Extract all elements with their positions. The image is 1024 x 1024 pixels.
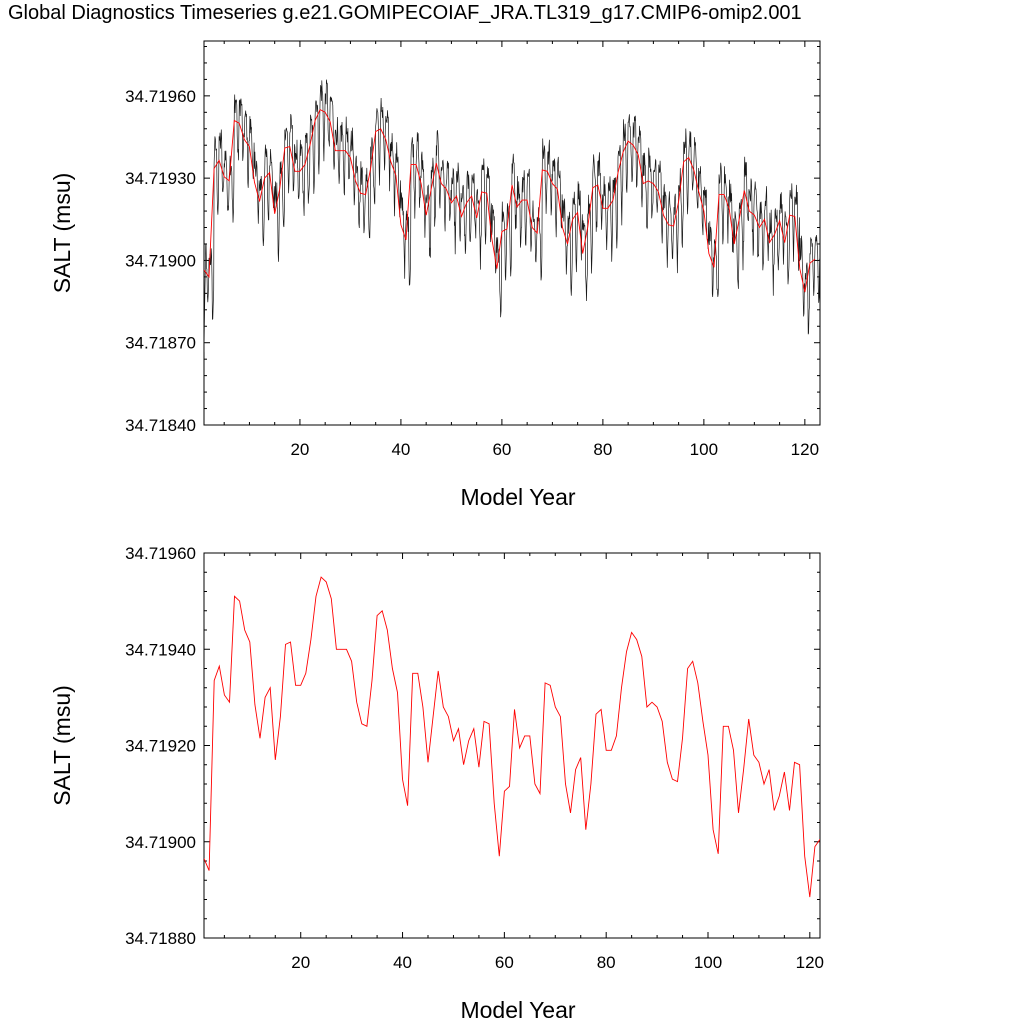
panel2-x-tick-label: 100 — [694, 953, 722, 972]
panel1-y-tick-label: 34.71840 — [125, 416, 196, 435]
panel1-x-axis-label: Model Year — [460, 484, 575, 510]
panel1-y-tick-label: 34.71930 — [125, 169, 196, 188]
panel2-y-tick-label: 34.71920 — [125, 737, 196, 756]
panel2-y-tick-label: 34.71900 — [125, 833, 196, 852]
panel1-annual-series-line — [204, 108, 816, 293]
panel1-x-tick-label: 80 — [593, 440, 612, 459]
monthly-series-line — [204, 79, 820, 353]
panel1-x-tick-label: 100 — [690, 440, 718, 459]
panel1-y-tick-label: 34.71900 — [125, 251, 196, 270]
panel1-plot-frame — [203, 40, 821, 426]
panel2-x-tick-label: 40 — [393, 953, 412, 972]
panel2-x-axis-label: Model Year — [460, 997, 575, 1023]
panel1-x-tick-label: 20 — [290, 440, 309, 459]
chart-title: Global Diagnostics Timeseries g.e21.GOMI… — [8, 2, 802, 24]
panel2-annual-series-line — [204, 576, 820, 898]
panel2-y-axis-label: SALT (msu) — [49, 685, 75, 806]
panel1-x-tick-label: 40 — [391, 440, 410, 459]
panel1-y-tick-label: 34.71870 — [125, 334, 196, 353]
panel2-y-tick-label: 34.71960 — [125, 544, 196, 563]
panel2-y-tick-label: 34.71880 — [125, 929, 196, 948]
panel2-x-tick-label: 60 — [495, 953, 514, 972]
panel1-y-tick-label: 34.71960 — [125, 87, 196, 106]
panel2-x-tick-label: 20 — [291, 953, 310, 972]
panel2-y-tick-label: 34.71940 — [125, 640, 196, 659]
panel1-x-tick-label: 120 — [791, 440, 819, 459]
panel2-x-tick-label: 80 — [597, 953, 616, 972]
panel1-x-tick-label: 60 — [492, 440, 511, 459]
panel2-x-tick-label: 120 — [796, 953, 824, 972]
panel1-y-axis-label: SALT (msu) — [49, 173, 75, 294]
